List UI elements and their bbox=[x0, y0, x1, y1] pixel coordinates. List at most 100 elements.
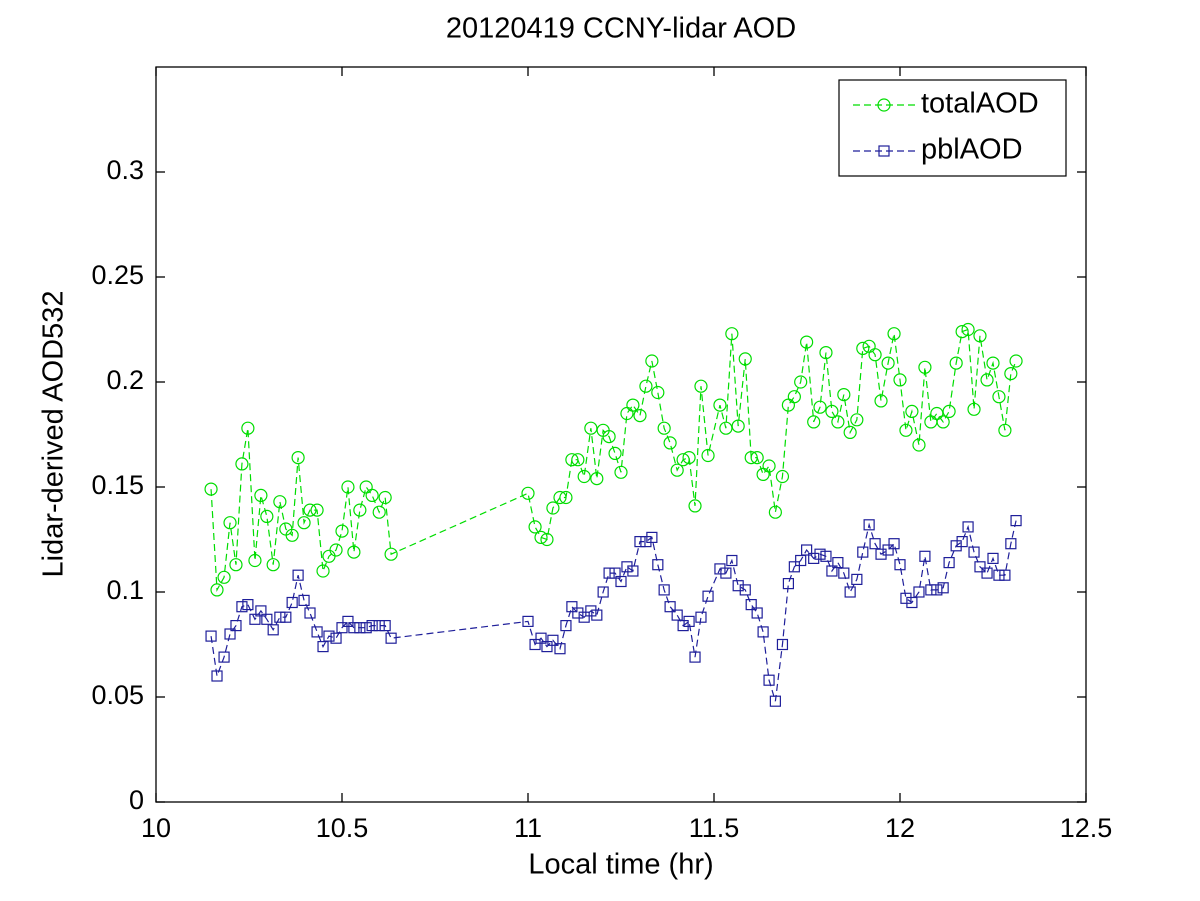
y-tick-label: 0.15 bbox=[91, 470, 144, 500]
marker bbox=[943, 556, 955, 569]
marker bbox=[768, 505, 782, 519]
marker bbox=[695, 611, 707, 623]
marker bbox=[627, 565, 639, 577]
marker bbox=[863, 519, 875, 531]
marker bbox=[694, 379, 708, 393]
marker bbox=[857, 546, 869, 558]
marker bbox=[571, 453, 585, 467]
x-tick-label: 11.5 bbox=[689, 813, 740, 843]
marker bbox=[223, 516, 237, 530]
marker bbox=[205, 630, 217, 642]
marker bbox=[553, 490, 567, 505]
marker bbox=[918, 360, 932, 374]
marker bbox=[348, 622, 360, 634]
marker bbox=[645, 354, 659, 368]
marker bbox=[218, 651, 230, 663]
marker bbox=[535, 632, 547, 644]
marker bbox=[682, 451, 696, 465]
marker bbox=[385, 632, 397, 644]
marker bbox=[814, 548, 826, 560]
marker bbox=[626, 398, 640, 412]
chart-title: 20120419 CCNY-lidar AOD bbox=[446, 13, 796, 45]
marker bbox=[844, 586, 856, 598]
marker bbox=[936, 415, 950, 429]
marker bbox=[968, 546, 980, 558]
marker bbox=[838, 567, 850, 579]
y-tick-label: 0.1 bbox=[106, 575, 144, 605]
marker bbox=[280, 611, 292, 623]
marker bbox=[304, 607, 316, 619]
marker bbox=[992, 390, 1006, 404]
marker bbox=[769, 695, 781, 707]
marker bbox=[360, 622, 372, 634]
marker bbox=[1004, 367, 1018, 381]
marker bbox=[714, 563, 726, 575]
marker bbox=[384, 547, 398, 561]
x-tick-label: 12 bbox=[885, 813, 915, 843]
marker bbox=[826, 565, 838, 577]
marker bbox=[597, 586, 609, 598]
x-tick-label: 12.5 bbox=[1060, 813, 1113, 843]
marker bbox=[329, 543, 343, 557]
marker bbox=[566, 601, 578, 613]
marker bbox=[677, 619, 689, 632]
marker bbox=[893, 373, 907, 387]
marker bbox=[373, 619, 385, 632]
marker bbox=[776, 638, 789, 651]
marker bbox=[987, 552, 999, 565]
marker bbox=[795, 554, 807, 567]
marker bbox=[663, 436, 677, 450]
x-tick-label: 10.5 bbox=[316, 813, 369, 843]
marker bbox=[651, 385, 665, 400]
marker bbox=[725, 327, 739, 341]
marker bbox=[572, 607, 584, 619]
marker bbox=[882, 544, 894, 556]
marker bbox=[906, 596, 918, 609]
y-tick-label: 0.25 bbox=[91, 260, 144, 290]
marker bbox=[584, 421, 598, 435]
marker bbox=[540, 532, 554, 547]
x-tick-label: 11 bbox=[514, 813, 542, 843]
marker bbox=[578, 611, 590, 623]
marker bbox=[888, 538, 900, 550]
marker bbox=[856, 341, 870, 355]
marker bbox=[217, 570, 231, 584]
marker bbox=[286, 596, 298, 609]
marker bbox=[267, 624, 279, 636]
marker bbox=[868, 348, 882, 362]
marker bbox=[291, 451, 305, 465]
marker bbox=[285, 528, 299, 542]
marker bbox=[241, 421, 255, 435]
marker bbox=[980, 373, 994, 387]
marker bbox=[603, 567, 615, 579]
marker bbox=[602, 430, 616, 444]
marker bbox=[807, 415, 821, 429]
marker bbox=[310, 503, 324, 517]
marker bbox=[739, 584, 751, 596]
marker bbox=[925, 584, 937, 596]
marker bbox=[689, 651, 701, 663]
marker bbox=[311, 626, 323, 638]
marker bbox=[273, 495, 287, 509]
marker bbox=[745, 598, 757, 611]
marker bbox=[981, 567, 993, 579]
marker bbox=[813, 400, 827, 414]
marker bbox=[577, 469, 591, 484]
marker bbox=[609, 567, 621, 579]
marker bbox=[235, 457, 249, 471]
marker bbox=[614, 465, 628, 479]
marker bbox=[956, 535, 968, 548]
marker bbox=[851, 573, 863, 586]
marker bbox=[763, 674, 775, 686]
marker bbox=[652, 559, 664, 571]
marker bbox=[720, 567, 732, 579]
marker bbox=[317, 640, 329, 653]
marker bbox=[266, 558, 280, 572]
marker bbox=[744, 451, 758, 465]
marker bbox=[973, 329, 987, 343]
marker bbox=[249, 613, 261, 625]
marker bbox=[274, 611, 286, 623]
marker bbox=[560, 619, 572, 632]
marker bbox=[354, 622, 366, 634]
